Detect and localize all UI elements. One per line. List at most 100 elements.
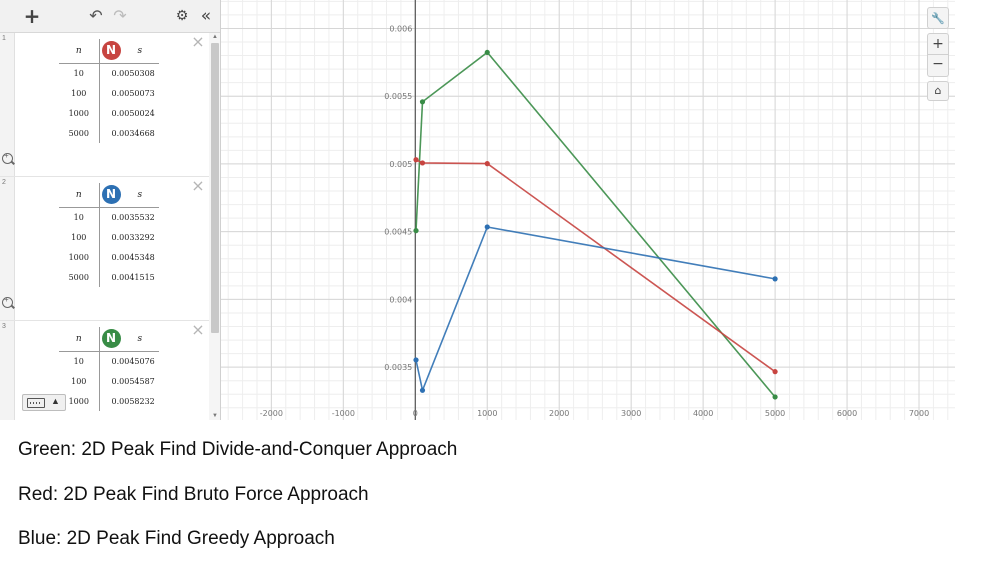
keyboard-toggle-button[interactable]: ▲: [22, 394, 66, 411]
data-point: [419, 160, 426, 166]
delete-expression-icon[interactable]: ×: [191, 320, 205, 339]
cell-n[interactable]: 5000: [59, 123, 100, 143]
data-point: [413, 157, 419, 163]
cell-n[interactable]: 10: [59, 351, 100, 371]
collapse-panel-icon[interactable]: «: [200, 6, 212, 26]
cell-n[interactable]: 1000: [59, 391, 100, 411]
caption-blue: Blue: 2D Peak Find Greedy Approach: [18, 528, 335, 549]
column-header-n[interactable]: n: [59, 39, 100, 64]
y-tick-label: 0.0045: [384, 228, 412, 237]
zoom-in-button[interactable]: +: [927, 33, 949, 55]
wrench-icon[interactable]: 🔧: [927, 7, 949, 29]
table-row[interactable]: 10 0.0035532: [59, 207, 159, 227]
cell-s[interactable]: 0.0050024: [111, 108, 155, 118]
data-table: n N s 10 0.0045076 100 0.0054587 1000 0.005…: [59, 327, 159, 411]
expression-toolbar: + ↶ ↷ ⚙ «: [0, 0, 220, 33]
point-style-icon[interactable]: N: [101, 329, 121, 348]
cell-n[interactable]: 1000: [59, 103, 100, 123]
scroll-down-icon[interactable]: ▼: [212, 413, 218, 419]
data-point: [413, 228, 419, 234]
table-row[interactable]: 10 0.0045076: [59, 351, 159, 371]
data-point: [413, 357, 419, 363]
table-row[interactable]: 1000 0.0045348: [59, 247, 159, 267]
data-point: [772, 276, 778, 282]
column-header-s[interactable]: N s: [99, 39, 159, 64]
cell-s[interactable]: 0.0041515: [111, 272, 155, 282]
column-header-s-label: s: [137, 189, 143, 200]
expression-list-panel: + ↶ ↷ ⚙ « 1 × n N s: [0, 0, 221, 420]
table-row[interactable]: 1000 0.0058232: [59, 391, 159, 411]
scrollbar-thumb[interactable]: [211, 43, 219, 333]
caption-red: Red: 2D Peak Find Bruto Force Approach: [18, 484, 369, 505]
keyboard-icon: [27, 398, 45, 408]
cell-n[interactable]: 100: [59, 83, 100, 103]
gear-icon[interactable]: ⚙: [175, 8, 189, 24]
cell-n[interactable]: 5000: [59, 267, 100, 287]
scroll-up-icon[interactable]: ▲: [212, 34, 218, 40]
data-table: n N s 10 0.0050308 100 0.0050073 1000 0.005…: [59, 39, 159, 143]
column-header-n[interactable]: n: [59, 327, 100, 352]
cell-s[interactable]: 0.0045076: [111, 356, 155, 366]
caret-up-icon: ▲: [51, 396, 60, 406]
data-table: n N s 10 0.0035532 100 0.0033292 1000 0.004…: [59, 183, 159, 287]
column-header-s[interactable]: N s: [99, 183, 159, 208]
zoom-fit-icon[interactable]: [2, 295, 13, 308]
cell-s[interactable]: 0.0034668: [111, 128, 155, 138]
x-tick-label: 0: [413, 409, 418, 418]
column-header-s-label: s: [137, 333, 143, 344]
graph-canvas[interactable]: -2000 -1000 0 1000 2000 3000 4000 5000 6000 7000 0…: [221, 0, 955, 420]
x-tick-label: 7000: [909, 409, 929, 418]
x-tick-label: -1000: [332, 409, 355, 418]
column-header-n[interactable]: n: [59, 183, 100, 208]
table-row[interactable]: 100 0.0054587: [59, 371, 159, 391]
cell-s[interactable]: 0.0050073: [111, 88, 155, 98]
point-style-icon[interactable]: N: [101, 185, 121, 204]
x-tick-label: 6000: [837, 409, 857, 418]
delete-expression-icon[interactable]: ×: [191, 32, 205, 51]
x-tick-label: 4000: [693, 409, 713, 418]
expression-gutter: 2: [0, 177, 15, 320]
cell-n[interactable]: 1000: [59, 247, 100, 267]
series-line-1: [415, 51, 776, 398]
series-line-2: [415, 159, 776, 373]
cell-n[interactable]: 10: [59, 63, 100, 83]
delete-expression-icon[interactable]: ×: [191, 176, 205, 195]
graph-paper[interactable]: -2000 -1000 0 1000 2000 3000 4000 5000 6000 7000 0…: [221, 0, 955, 420]
cell-s[interactable]: 0.0033292: [111, 232, 155, 242]
undo-icon[interactable]: ↶: [89, 6, 103, 25]
x-tick-label: -2000: [260, 409, 283, 418]
redo-icon[interactable]: ↷: [113, 6, 127, 25]
cell-n[interactable]: 10: [59, 207, 100, 227]
y-tick-label: 0.0035: [384, 363, 412, 372]
point-style-icon[interactable]: N: [101, 41, 121, 60]
cell-s[interactable]: 0.0035532: [111, 212, 155, 222]
data-point: [484, 161, 490, 167]
table-row[interactable]: 100 0.0050073: [59, 83, 159, 103]
expression-table-2[interactable]: 2 × n N s 10 0.0035532 100 0.0033292: [0, 177, 209, 321]
table-row[interactable]: 5000 0.0041515: [59, 267, 159, 287]
cell-n[interactable]: 100: [59, 227, 100, 247]
panel-scrollbar[interactable]: ▲ ▼: [209, 33, 220, 420]
table-row[interactable]: 1000 0.0050024: [59, 103, 159, 123]
cell-s[interactable]: 0.0058232: [111, 396, 155, 406]
expression-table-1[interactable]: 1 × n N s 10 0.0050308 100 0.0050073: [0, 33, 209, 177]
x-tick-label: 2000: [549, 409, 569, 418]
data-point: [419, 99, 426, 105]
home-icon[interactable]: ⌂: [927, 81, 949, 101]
table-row[interactable]: 5000 0.0034668: [59, 123, 159, 143]
cell-n[interactable]: 100: [59, 371, 100, 391]
table-row[interactable]: 100 0.0033292: [59, 227, 159, 247]
cell-s[interactable]: 0.0045348: [111, 252, 155, 262]
add-expression-button[interactable]: +: [23, 4, 41, 28]
x-tick-label: 5000: [765, 409, 785, 418]
column-header-s[interactable]: N s: [99, 327, 159, 352]
zoom-out-button[interactable]: −: [927, 55, 949, 77]
cell-s[interactable]: 0.0054587: [111, 376, 155, 386]
zoom-fit-icon[interactable]: [2, 151, 13, 164]
x-tick-label: 1000: [477, 409, 497, 418]
y-tick-label: 0.004: [389, 295, 412, 304]
data-point: [772, 369, 778, 375]
expression-table-3[interactable]: 3 × n N s 10 0.0045076 100 0.0054587: [0, 321, 209, 420]
cell-s[interactable]: 0.0050308: [111, 68, 155, 78]
table-row[interactable]: 10 0.0050308: [59, 63, 159, 83]
